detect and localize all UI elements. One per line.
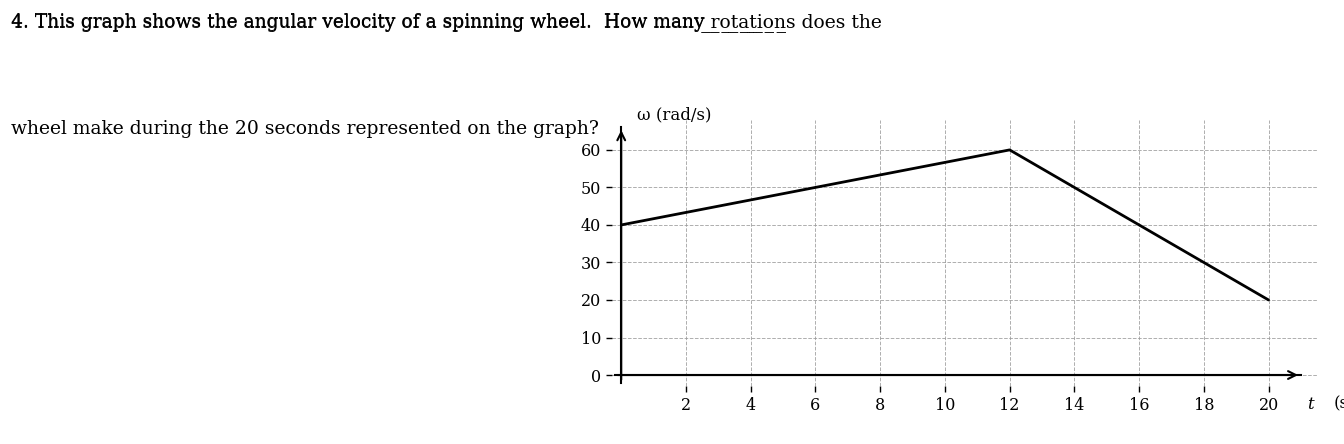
Text: (s): (s) (1333, 396, 1344, 412)
Text: wheel make during the 20 seconds represented on the graph?: wheel make during the 20 seconds represe… (11, 120, 598, 138)
Text: ω (rad/s): ω (rad/s) (637, 107, 712, 123)
Text: 4. This graph shows the angular velocity of a spinning wheel.  How many ̲r̲o̲t̲a: 4. This graph shows the angular velocity… (11, 13, 882, 32)
Text: t: t (1308, 396, 1314, 412)
Text: 4. This graph shows the angular velocity of a spinning wheel.  How many: 4. This graph shows the angular velocity… (11, 13, 711, 32)
